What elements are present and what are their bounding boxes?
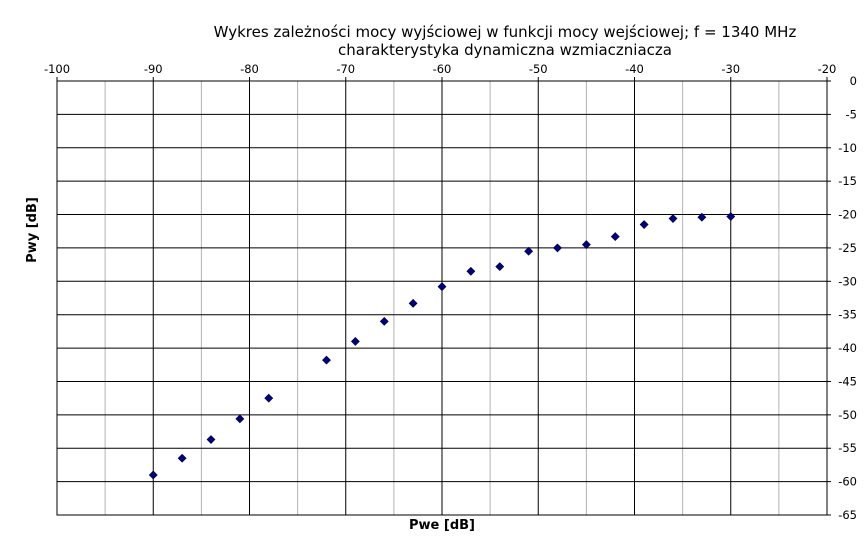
- data-point: [264, 393, 274, 403]
- y-tick-label: -25: [838, 241, 857, 255]
- data-point: [322, 355, 331, 365]
- y-tick-label: -60: [838, 475, 857, 489]
- grid: [57, 81, 827, 515]
- x-axis-label: Pwe [dB]: [409, 518, 475, 533]
- data-points: [148, 212, 736, 480]
- data-point: [350, 336, 360, 346]
- data-point: [553, 243, 562, 253]
- x-tick-label: -40: [625, 62, 644, 76]
- y-tick-label: -35: [838, 308, 857, 322]
- data-point: [235, 414, 245, 424]
- y-tick-label: -65: [838, 508, 857, 522]
- data-point: [639, 220, 649, 229]
- y-tick-label: -40: [838, 341, 857, 355]
- data-point: [177, 453, 187, 463]
- data-point: [697, 212, 707, 222]
- y-tick-label: -50: [838, 408, 857, 422]
- data-point: [726, 212, 736, 221]
- x-tick-label: -30: [721, 62, 740, 76]
- data-point: [524, 246, 534, 256]
- data-point: [379, 316, 389, 326]
- data-point: [610, 232, 620, 241]
- x-tick-label: -90: [144, 62, 163, 76]
- y-axis-label: Pwy [dB]: [25, 197, 40, 263]
- x-tick-label: -50: [529, 62, 548, 76]
- y-tick-label: -20: [838, 208, 857, 222]
- data-point: [408, 298, 418, 308]
- y-tick-label: -5: [846, 107, 857, 121]
- y-axis-ticks: 0 -5 -10 -15 -20 -25 -30 -35 -40 -45 -50 -55 -60 -65: [827, 74, 857, 522]
- x-tick-label: -100: [44, 62, 70, 76]
- x-tick-label: -60: [433, 62, 452, 76]
- y-tick-label: 0: [850, 74, 857, 88]
- data-point: [466, 266, 476, 276]
- chart-title: Wykres zależności mocy wyjściowej w funk…: [214, 23, 797, 41]
- y-tick-label: -30: [838, 274, 857, 288]
- y-tick-label: -55: [838, 441, 857, 455]
- data-point: [206, 435, 216, 444]
- data-point: [668, 214, 678, 223]
- x-tick-label: -80: [240, 62, 259, 76]
- y-tick-label: -15: [838, 174, 857, 188]
- y-tick-label: -10: [838, 141, 857, 155]
- data-point: [148, 470, 158, 480]
- data-point: [437, 282, 447, 292]
- data-point: [581, 240, 591, 250]
- x-tick-label: -70: [336, 62, 355, 76]
- data-point: [495, 262, 505, 272]
- x-axis-ticks: -100 -90 -80 -70 -60 -50 -40 -30 -20: [44, 62, 836, 81]
- y-tick-label: -45: [838, 374, 857, 388]
- chart-subtitle: charakterystyka dynamiczna wzmiaczniacza: [338, 41, 672, 59]
- x-tick-label: -20: [818, 62, 837, 76]
